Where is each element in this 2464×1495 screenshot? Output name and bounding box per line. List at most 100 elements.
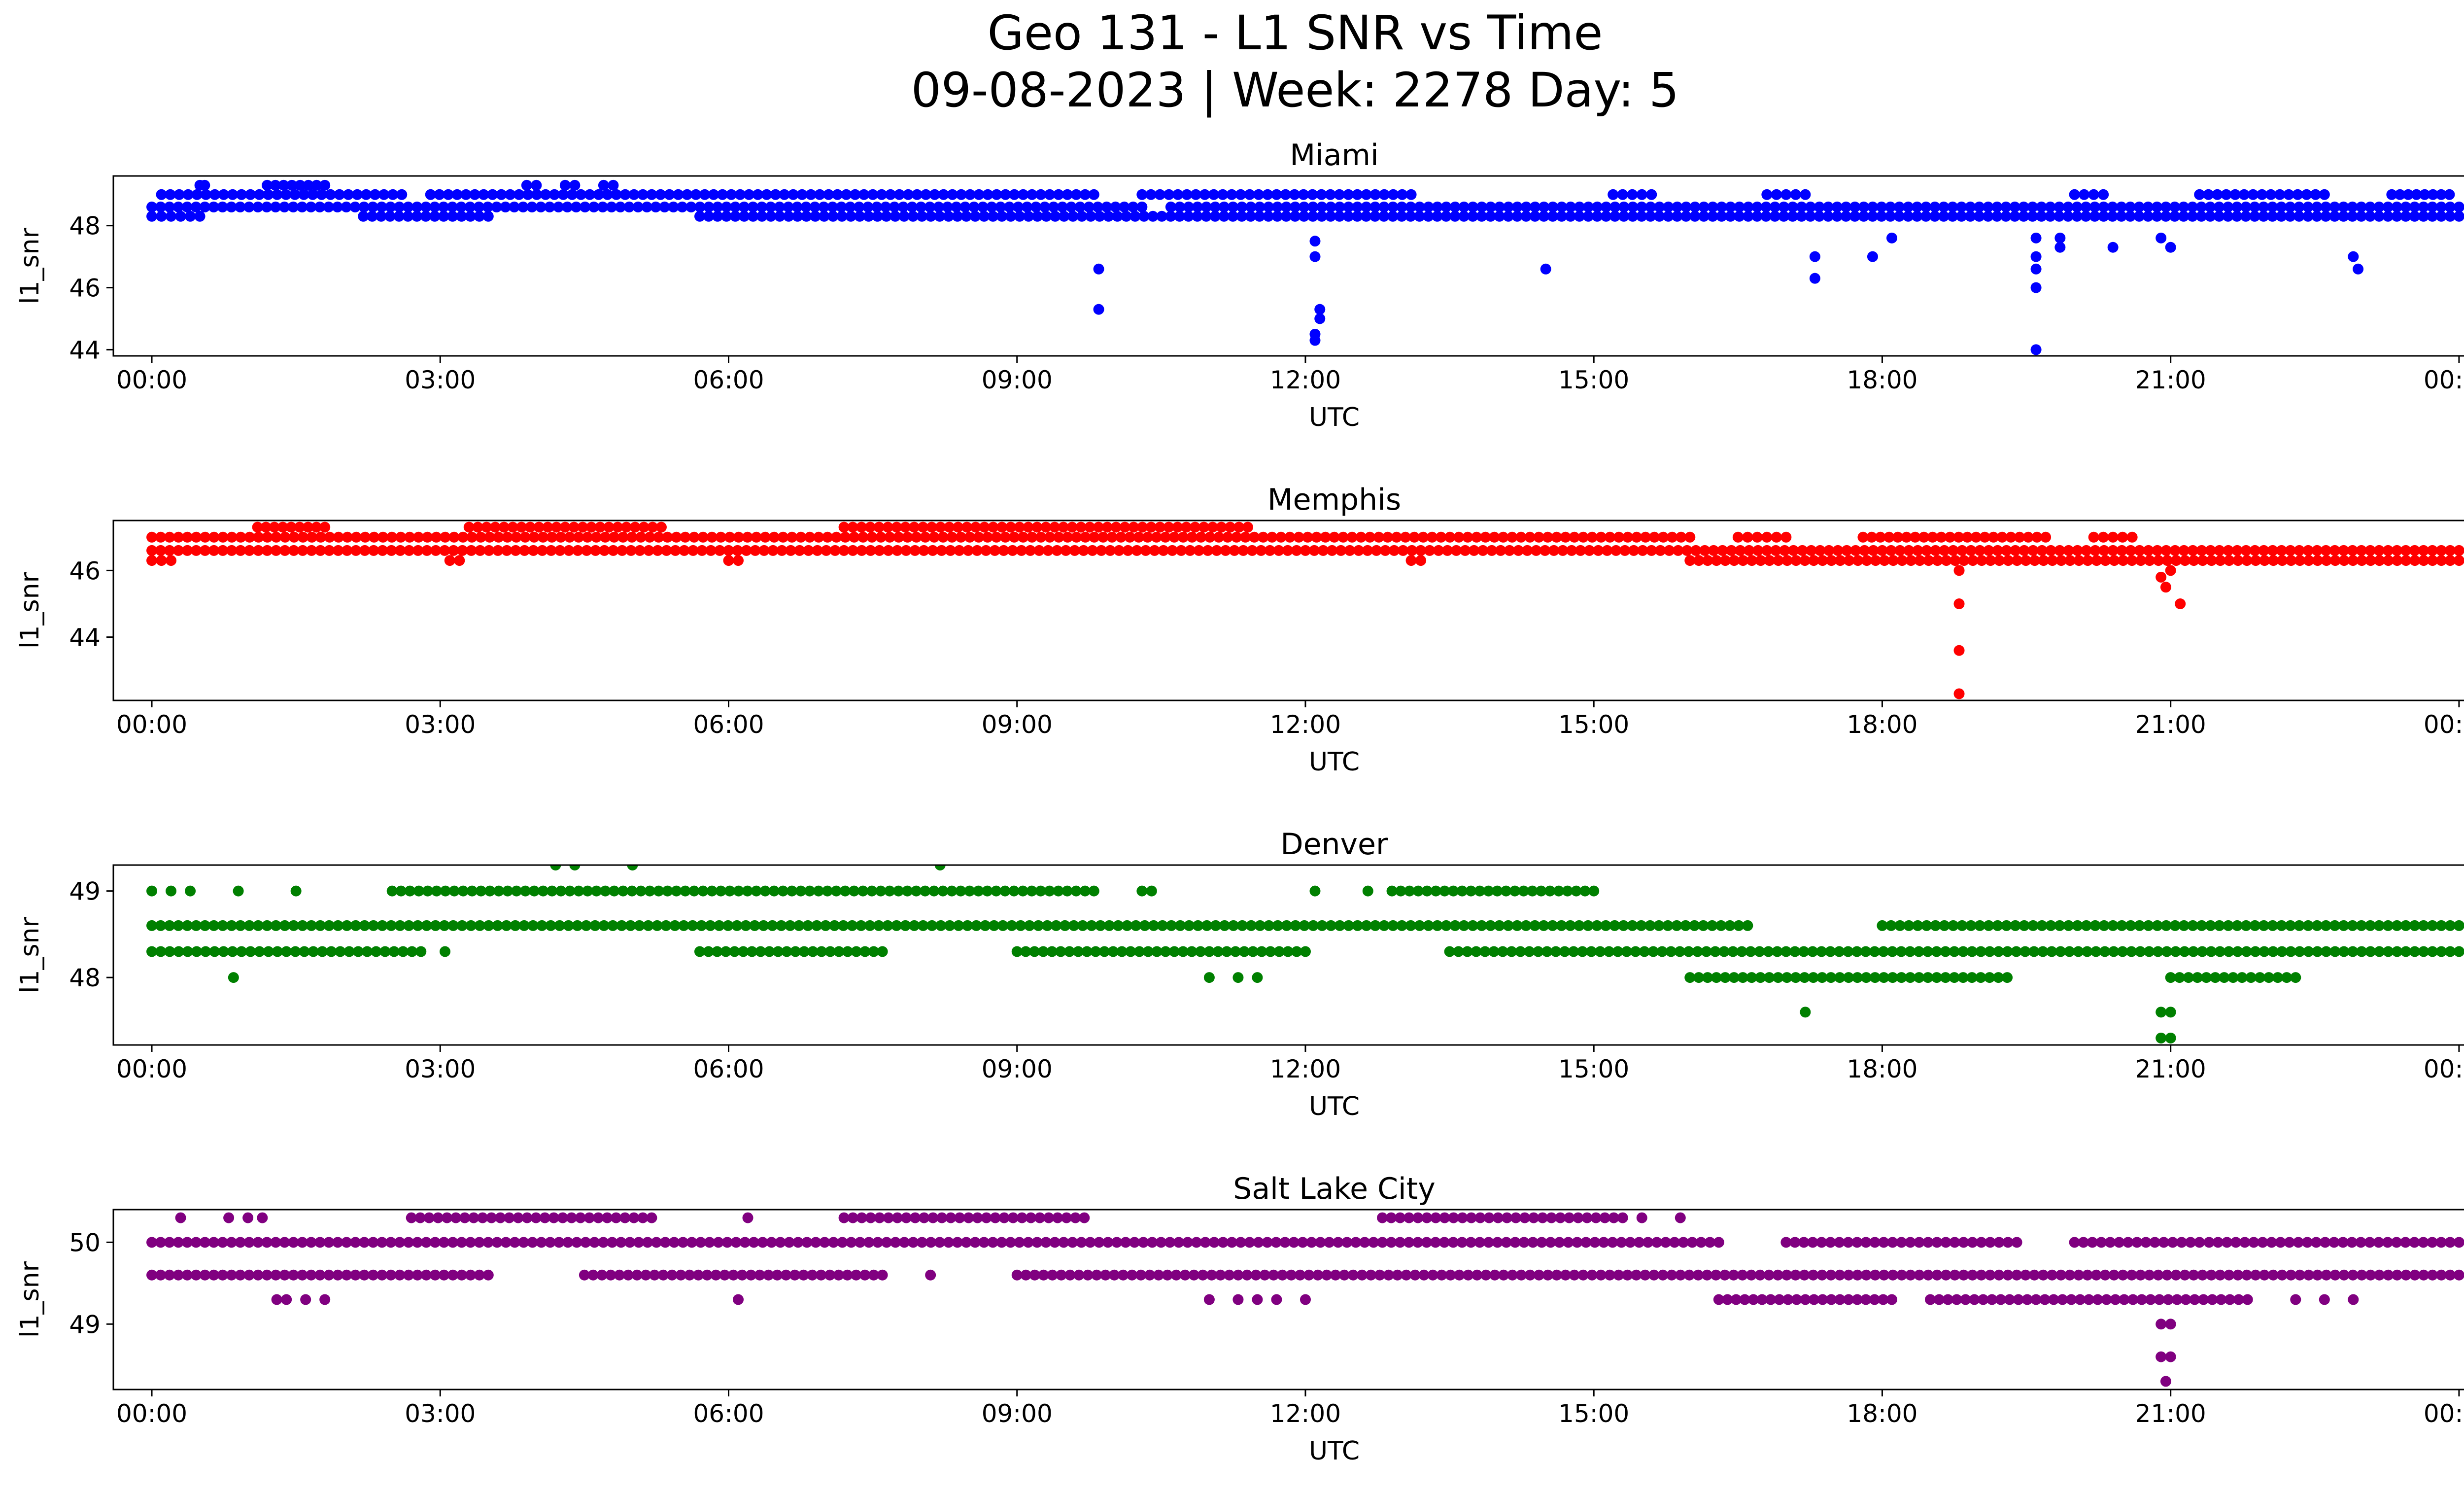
data-point (441, 1212, 452, 1223)
data-point (502, 885, 513, 897)
data-point (1245, 201, 1257, 212)
data-point (1016, 545, 1027, 556)
data-point (927, 1212, 939, 1223)
data-point (1147, 210, 1159, 222)
data-point (862, 201, 874, 212)
data-point (1556, 920, 1567, 931)
data-point (1320, 531, 1331, 543)
data-point (1546, 1212, 1557, 1223)
data-point (1867, 251, 1878, 262)
data-point (1192, 210, 1203, 222)
data-point (1217, 189, 1229, 200)
data-point (2100, 555, 2111, 566)
data-point (918, 545, 929, 556)
data-point (1572, 1237, 1583, 1248)
data-point (824, 946, 836, 957)
data-point (2265, 189, 2277, 200)
data-point (1547, 920, 1558, 931)
data-point (1861, 555, 1873, 566)
data-point (1574, 210, 1585, 222)
data-point (2320, 201, 2331, 212)
data-point (563, 920, 574, 931)
data-point (2165, 1007, 2176, 1018)
data-point (1165, 201, 1176, 212)
data-point (902, 531, 913, 543)
data-point (1148, 920, 1159, 931)
data-point (2303, 1269, 2314, 1281)
data-point (1675, 1269, 1686, 1281)
data-point (741, 545, 752, 556)
data-point (725, 189, 737, 200)
data-point (2294, 555, 2306, 566)
data-point (2063, 545, 2074, 556)
data-point (516, 522, 527, 533)
data-point (482, 201, 493, 212)
data-point (2212, 189, 2223, 200)
data-point (376, 210, 387, 222)
data-point (2319, 189, 2330, 200)
data-point (1692, 946, 1703, 957)
data-point (1218, 210, 1230, 222)
data-point (2178, 201, 2190, 212)
data-point (1869, 972, 1881, 983)
data-point (969, 1237, 981, 1248)
data-point (233, 885, 244, 897)
data-point (335, 946, 346, 957)
data-point (1503, 201, 1514, 212)
data-point (637, 1212, 649, 1223)
data-point (996, 522, 1008, 533)
data-point (1049, 522, 1061, 533)
data-point (945, 545, 956, 556)
data-point (625, 920, 636, 931)
data-point (1601, 210, 1612, 222)
data-point (649, 1269, 660, 1281)
data-point (2142, 201, 2154, 212)
data-point (402, 210, 413, 222)
data-point (1772, 1269, 1783, 1281)
data-point (2045, 201, 2056, 212)
data-point (1931, 972, 1942, 983)
data-point (1665, 946, 1677, 957)
data-point (1912, 201, 1923, 212)
data-point (1613, 531, 1624, 543)
data-point (837, 1237, 848, 1248)
data-point (457, 531, 469, 543)
data-point (2400, 1237, 2411, 1248)
data-point (1538, 920, 1549, 931)
data-point (723, 545, 734, 556)
data-point (971, 545, 983, 556)
data-point (2223, 201, 2234, 212)
data-point (598, 179, 609, 191)
data-point (2238, 189, 2250, 200)
data-point (2171, 1294, 2183, 1305)
data-point (1299, 201, 1310, 212)
data-point (1568, 946, 1579, 957)
data-point (732, 545, 743, 556)
data-point (166, 555, 177, 566)
data-point (288, 1237, 299, 1248)
data-point (1640, 1269, 1651, 1281)
data-point (2203, 1237, 2215, 1248)
data-point (546, 531, 557, 543)
data-point (1361, 210, 1372, 222)
data-point (2312, 555, 2323, 566)
data-point (1232, 972, 1244, 983)
data-point (1303, 1269, 1315, 1281)
data-point (315, 545, 326, 556)
data-point (1361, 189, 1372, 200)
data-point (524, 522, 536, 533)
data-point (1563, 1237, 1574, 1248)
data-point (1713, 1237, 1724, 1248)
data-point (1284, 531, 1296, 543)
data-point (493, 885, 505, 897)
data-point (1432, 920, 1443, 931)
data-point (1244, 189, 1255, 200)
data-point (1680, 210, 1692, 222)
data-point (350, 531, 362, 543)
data-point (1841, 545, 1852, 556)
data-point (1326, 545, 1337, 556)
data-point (970, 522, 981, 533)
data-point (1905, 555, 1916, 566)
